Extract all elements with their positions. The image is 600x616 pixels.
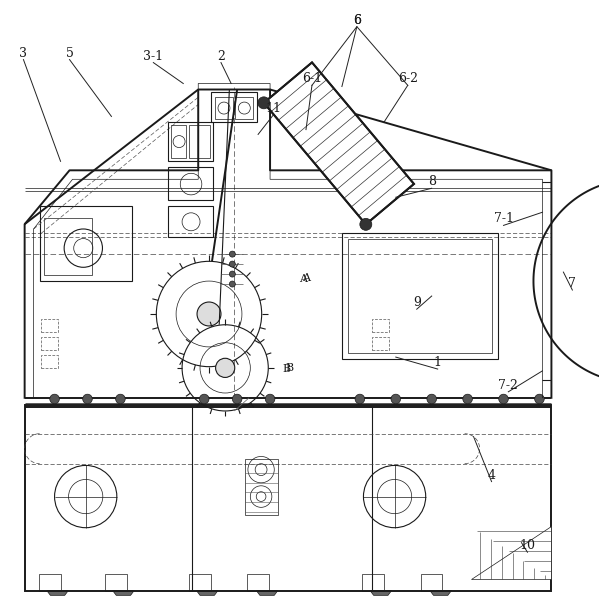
Polygon shape (113, 591, 134, 595)
Circle shape (116, 394, 125, 403)
Bar (372, 318, 389, 332)
Text: 6-2: 6-2 (398, 72, 418, 86)
Text: 3: 3 (19, 47, 28, 60)
Bar (245, 460, 278, 514)
Text: 5: 5 (65, 47, 73, 60)
Text: A: A (299, 274, 307, 284)
Polygon shape (264, 62, 414, 224)
Bar (41, 337, 58, 350)
Bar (106, 573, 127, 591)
Bar (247, 573, 269, 591)
Bar (169, 206, 213, 237)
Bar (342, 233, 497, 359)
Text: 6-1: 6-1 (302, 72, 322, 86)
Polygon shape (470, 527, 551, 578)
Bar (211, 92, 257, 123)
Bar (39, 573, 61, 591)
Bar (44, 218, 92, 275)
Text: 4: 4 (488, 469, 496, 482)
Polygon shape (430, 591, 451, 595)
Bar (189, 573, 211, 591)
Text: B: B (286, 363, 294, 373)
Bar (40, 206, 133, 281)
Text: 3-1: 3-1 (143, 49, 163, 63)
Circle shape (229, 251, 235, 257)
Circle shape (83, 394, 92, 403)
Circle shape (229, 271, 235, 277)
Circle shape (463, 394, 472, 403)
Bar (169, 123, 213, 161)
Circle shape (232, 394, 242, 403)
Text: 6: 6 (353, 14, 361, 26)
Circle shape (391, 394, 401, 403)
Circle shape (197, 302, 221, 326)
Text: 7: 7 (568, 277, 577, 290)
Circle shape (258, 97, 270, 109)
Circle shape (355, 394, 365, 403)
Circle shape (427, 394, 436, 403)
Text: A: A (302, 273, 310, 283)
Bar (41, 318, 58, 332)
Circle shape (229, 281, 235, 287)
Polygon shape (196, 591, 218, 595)
Text: 8: 8 (428, 176, 436, 188)
Bar (41, 355, 58, 368)
Bar (235, 97, 253, 120)
Polygon shape (47, 591, 68, 595)
Text: 2: 2 (217, 49, 225, 63)
Bar (169, 168, 213, 200)
Text: B: B (283, 364, 291, 374)
Circle shape (499, 394, 508, 403)
Text: 1: 1 (434, 356, 442, 369)
Circle shape (360, 218, 372, 230)
Text: 11: 11 (265, 102, 281, 115)
Bar (362, 573, 384, 591)
Polygon shape (256, 591, 278, 595)
Bar (348, 239, 491, 353)
Bar (372, 337, 389, 350)
Circle shape (265, 394, 275, 403)
Bar (25, 405, 551, 591)
Text: 9: 9 (413, 296, 421, 309)
Bar (171, 126, 186, 158)
Circle shape (215, 359, 235, 378)
Text: 10: 10 (520, 539, 535, 552)
Circle shape (229, 261, 235, 267)
Text: 6: 6 (353, 14, 361, 26)
Polygon shape (370, 591, 392, 595)
Bar (189, 126, 210, 158)
Circle shape (535, 394, 544, 403)
Bar (215, 97, 233, 120)
Text: 7-2: 7-2 (499, 379, 518, 392)
Circle shape (50, 394, 59, 403)
Bar (421, 573, 442, 591)
Circle shape (199, 394, 209, 403)
Text: 7-1: 7-1 (494, 213, 514, 225)
